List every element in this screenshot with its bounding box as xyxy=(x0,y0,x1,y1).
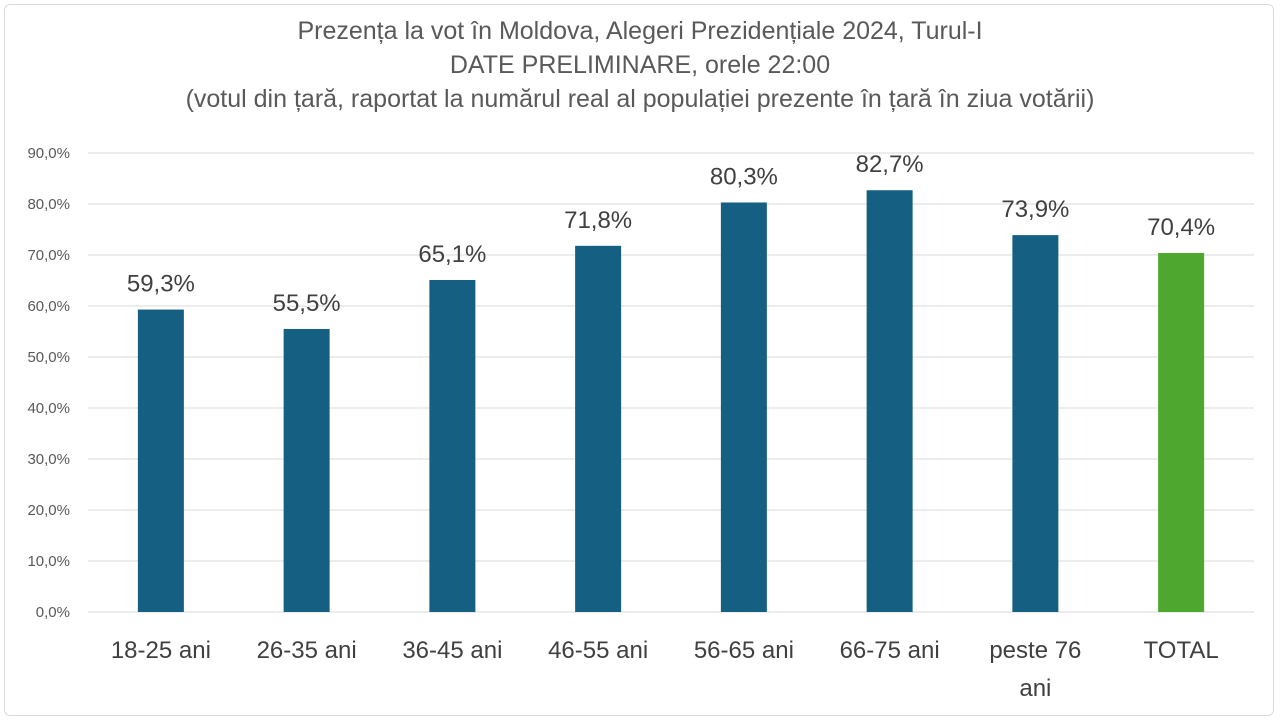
y-tick-label: 70,0% xyxy=(27,247,70,264)
data-label: 80,3% xyxy=(710,163,778,190)
x-tick-label: 56-65 ani xyxy=(694,637,794,664)
y-tick-label: 20,0% xyxy=(27,502,70,519)
data-label: 55,5% xyxy=(273,290,341,317)
y-tick-label: 40,0% xyxy=(27,400,70,417)
data-label: 70,4% xyxy=(1147,214,1215,241)
chart-title-block: Prezența la vot în Moldova, Alegeri Prez… xyxy=(0,14,1280,116)
y-tick-label: 60,0% xyxy=(27,298,70,315)
x-tick-label: 18-25 ani xyxy=(111,637,211,664)
data-label: 59,3% xyxy=(127,271,195,298)
y-tick-label: 50,0% xyxy=(27,349,70,366)
chart-subtitle-note: (votul din țară, raportat la numărul rea… xyxy=(185,85,1095,113)
chart-frame xyxy=(4,4,1274,716)
y-tick-label: 90,0% xyxy=(27,145,70,162)
bar xyxy=(575,245,622,612)
x-tick-label: 36-45 ani xyxy=(402,637,502,664)
x-tick-label: 26-35 ani xyxy=(257,637,357,664)
data-label: 65,1% xyxy=(418,241,486,268)
bar xyxy=(429,279,476,612)
y-axis-tick-labels: 0,0% 10,0% 20,0% 30,0% 40,0% 50,0% 60,0% 70,0% 8… xyxy=(27,145,70,621)
data-labels: 59,3% 55,5% 65,1% 71,8% 80,3% 82,7% 73,9% 70,4% xyxy=(127,151,1215,317)
x-tick-label: TOTAL xyxy=(1144,637,1219,664)
chart-title: Prezența la vot în Moldova, Alegeri Prez… xyxy=(297,17,983,45)
y-tick-label: 30,0% xyxy=(27,451,70,468)
y-tick-label: 10,0% xyxy=(27,553,70,570)
x-axis-tick-labels: 18-25 ani 26-35 ani 36-45 ani 46-55 ani 56-6… xyxy=(111,637,1219,702)
chart-subtitle: DATE PRELIMINARE, orele 22:00 xyxy=(449,51,831,79)
bar-total xyxy=(1158,252,1205,612)
data-label: 82,7% xyxy=(856,151,924,178)
bar xyxy=(137,309,184,612)
x-tick-label: peste 76 ani xyxy=(989,637,1081,702)
y-tick-label: 0,0% xyxy=(36,604,70,621)
data-label: 71,8% xyxy=(564,207,632,234)
data-label: 73,9% xyxy=(1001,196,1069,223)
bar xyxy=(1012,235,1059,613)
bar xyxy=(866,190,913,613)
gridlines xyxy=(88,152,1254,613)
x-tick-label: 66-75 ani xyxy=(840,637,940,664)
bars xyxy=(137,190,1205,613)
y-tick-label: 80,0% xyxy=(27,196,70,213)
bar xyxy=(720,202,767,612)
x-tick-label: 46-55 ani xyxy=(548,637,648,664)
bar xyxy=(283,328,330,612)
